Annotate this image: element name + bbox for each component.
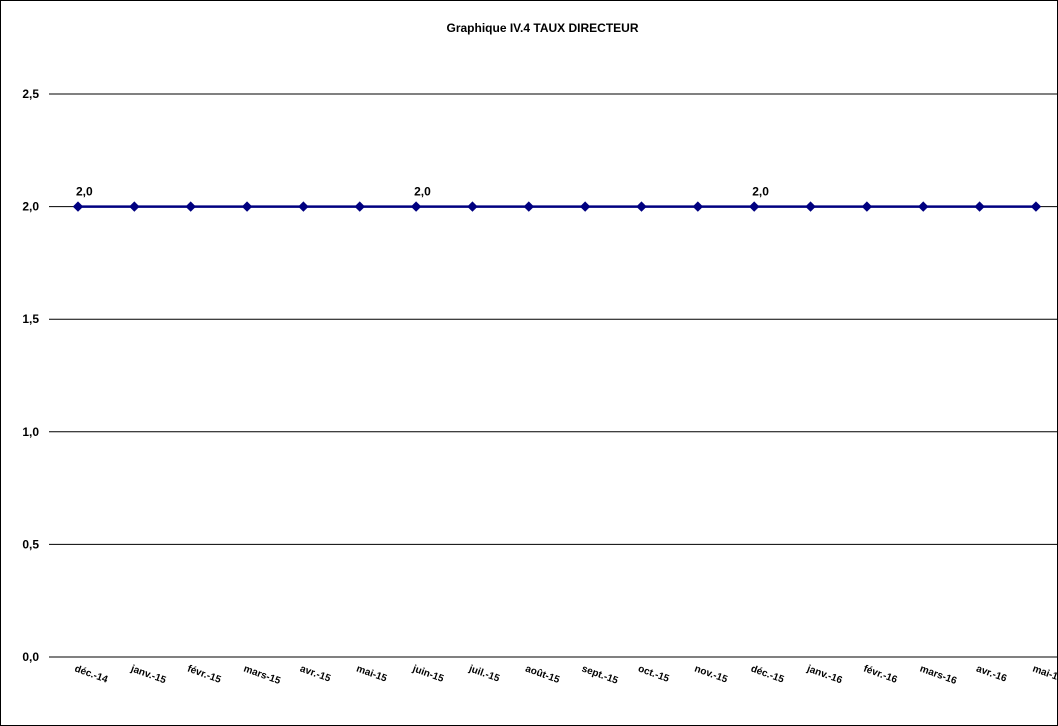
x-tick-label: avr.-16 [975, 663, 1009, 684]
data-point [748, 201, 760, 212]
x-tick-label: nov.-15 [693, 663, 729, 685]
chart-title: Graphique IV.4 TAUX DIRECTEUR [446, 21, 639, 35]
data-point [241, 201, 253, 212]
data-point [805, 201, 816, 212]
data-point [410, 201, 422, 212]
data-point [354, 201, 365, 212]
data-label: 2,0 [76, 185, 93, 199]
x-tick-label: août-15 [524, 663, 562, 686]
data-point [692, 201, 704, 212]
data-point [298, 201, 309, 212]
data-point [918, 201, 929, 212]
data-point [1030, 201, 1042, 212]
data-point [579, 201, 591, 212]
x-tick-label: sept.-15 [580, 663, 620, 686]
x-tick-label: mars-15 [242, 663, 282, 687]
data-point [129, 201, 140, 212]
data-point [72, 201, 84, 212]
data-label: 2,0 [752, 185, 769, 199]
x-tick-label: janv.-16 [805, 663, 844, 686]
y-tick-label: 0,0 [22, 650, 39, 664]
y-tick-label: 1,5 [22, 312, 39, 326]
data-point [974, 201, 985, 212]
x-tick-label: janv.-15 [128, 663, 167, 686]
y-tick-label: 1,0 [22, 425, 39, 439]
x-tick-label: mars-16 [918, 663, 958, 687]
x-tick-label: févr.-15 [186, 663, 223, 685]
data-point [185, 201, 196, 212]
data-point [861, 201, 873, 212]
x-tick-label: déc.-15 [749, 663, 786, 685]
x-tick-label: oct.-15 [636, 663, 670, 685]
y-tick-label: 0,5 [22, 537, 39, 551]
x-tick-label: mai-16 [1031, 663, 1057, 684]
y-tick-label: 2,0 [22, 200, 39, 214]
x-tick-label: févr.-16 [862, 663, 899, 685]
x-tick-label: déc.-14 [73, 663, 110, 685]
data-point [636, 201, 647, 212]
x-tick-label: avr.-15 [298, 663, 332, 684]
x-tick-label: juin-15 [410, 663, 445, 685]
x-tick-label: mai-15 [355, 663, 389, 684]
data-label: 2,0 [414, 185, 431, 199]
data-point [523, 201, 535, 212]
x-tick-label: juil.-15 [466, 663, 501, 685]
y-tick-label: 2,5 [22, 87, 39, 101]
data-point [467, 201, 478, 212]
